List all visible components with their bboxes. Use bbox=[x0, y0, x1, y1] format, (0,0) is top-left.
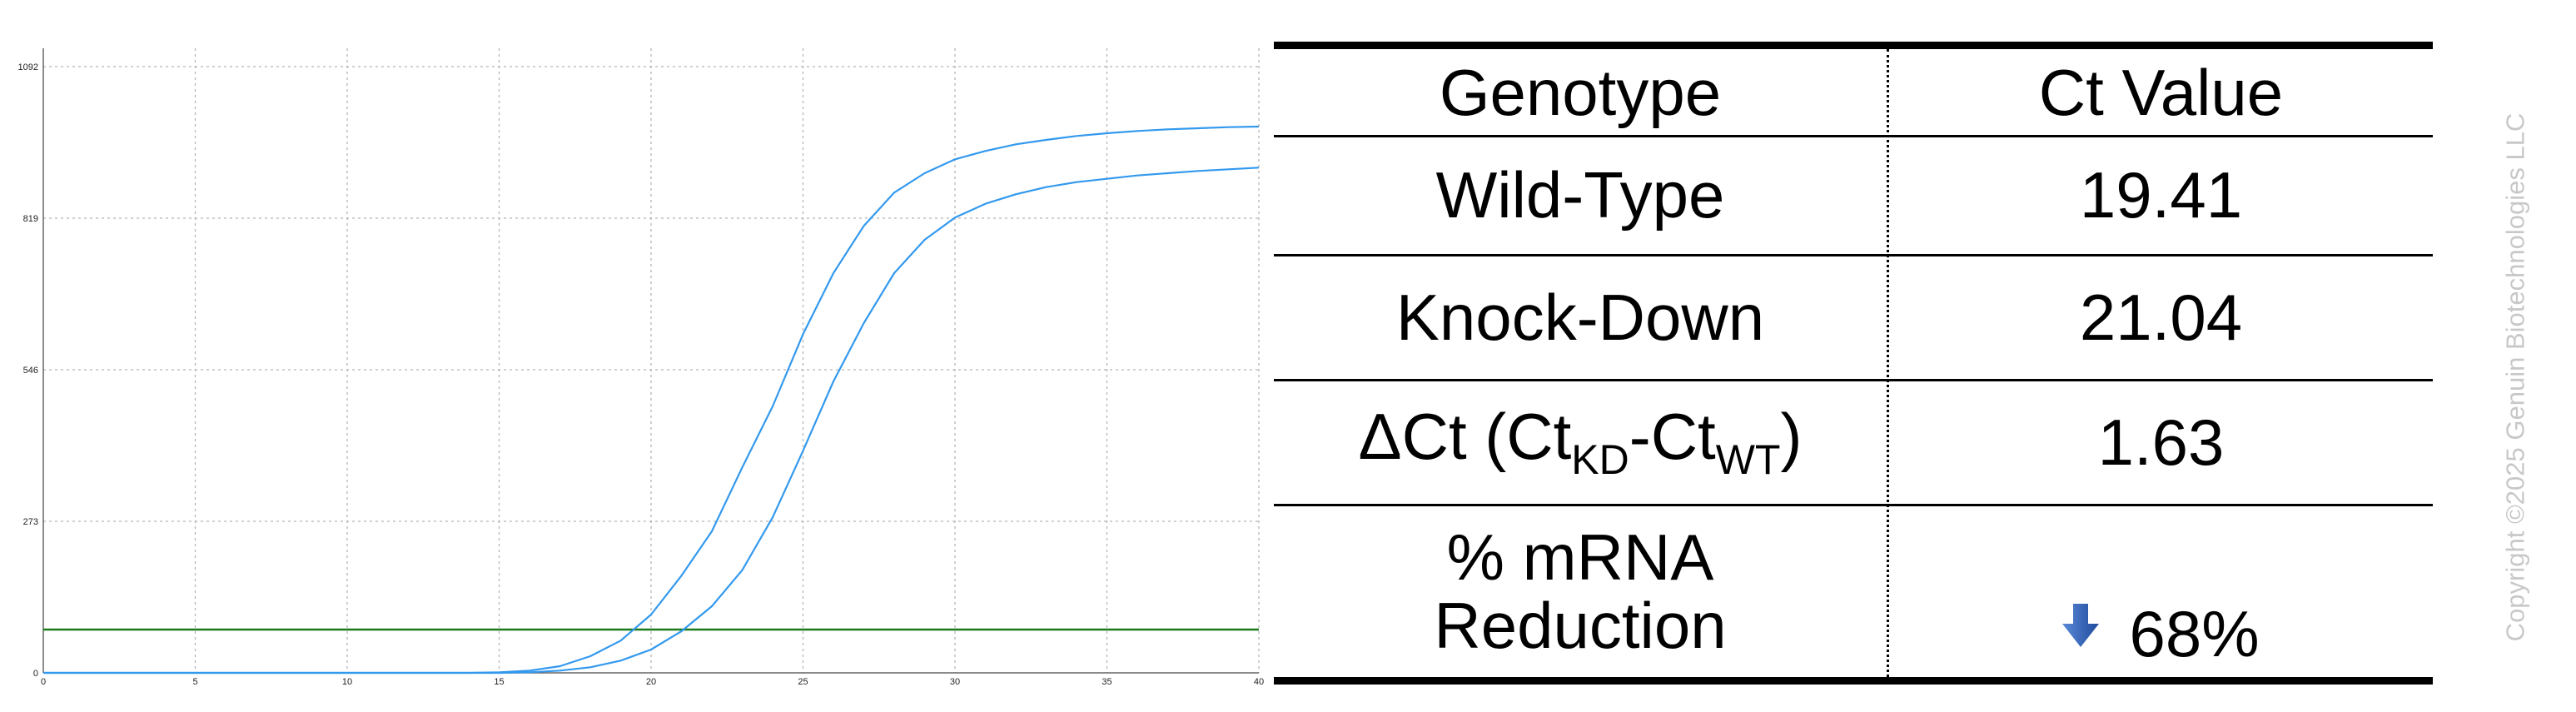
ct-value: 1.63 bbox=[2097, 405, 2225, 479]
y-tick-label: 1092 bbox=[18, 62, 38, 72]
ct-cell: 68% bbox=[1889, 591, 2433, 677]
ct-value-table: Genotype Ct Value Wild-Type 19.41 Knock-… bbox=[1274, 42, 2433, 685]
x-tick-label: 25 bbox=[798, 677, 808, 687]
genotype-cell: Wild-Type bbox=[1274, 137, 1887, 254]
x-tick-label: 35 bbox=[1102, 677, 1111, 687]
header-genotype-label: Genotype bbox=[1439, 56, 1722, 130]
mrna-reduction-cell: % mRNA Reduction bbox=[1274, 506, 1887, 677]
mrna-reduction-line1: % mRNA bbox=[1446, 520, 1714, 594]
delta-ct-sub-kd: KD bbox=[1571, 436, 1629, 484]
ct-value: 21.04 bbox=[2079, 280, 2243, 354]
ct-value: 19.41 bbox=[2079, 158, 2243, 232]
x-tick-label: 15 bbox=[494, 677, 504, 687]
ct-value: 68% bbox=[2129, 596, 2260, 670]
header-ct-value-label: Ct Value bbox=[2038, 56, 2284, 130]
x-tick-label: 10 bbox=[342, 677, 352, 687]
y-tick-labels: 0 273 546 819 1092 bbox=[18, 62, 38, 679]
delta-ct-main: ΔCt (Ct bbox=[1358, 400, 1572, 474]
arrow-down-icon bbox=[2062, 591, 2100, 660]
table-row-divider bbox=[1274, 504, 2433, 506]
ct-cell: 21.04 bbox=[1889, 256, 2433, 379]
x-tick-labels: 0 5 10 15 20 25 30 35 40 bbox=[41, 677, 1264, 687]
table-bottom-rule bbox=[1274, 677, 2433, 685]
ct-cell: 1.63 bbox=[1889, 381, 2433, 504]
delta-ct-end: ) bbox=[1780, 400, 1803, 474]
x-tick-label: 40 bbox=[1254, 677, 1264, 687]
x-tick-label: 20 bbox=[646, 677, 656, 687]
series-layer bbox=[43, 125, 1260, 675]
y-tick-label: 819 bbox=[23, 214, 38, 224]
header-genotype: Genotype bbox=[1274, 52, 1887, 135]
mrna-reduction-line2: Reduction bbox=[1434, 588, 1727, 662]
table-top-rule bbox=[1274, 42, 2433, 49]
ct-cell: 19.41 bbox=[1889, 137, 2433, 254]
x-tick-label: 5 bbox=[192, 677, 197, 687]
delta-ct-sub-wt: WT bbox=[1715, 436, 1781, 484]
table-column-divider bbox=[1887, 49, 1889, 677]
y-tick-label: 273 bbox=[23, 517, 38, 527]
copyright-watermark: Copyright ©2025 Genuin Biotechnologies L… bbox=[2494, 79, 2536, 675]
delta-ct-cell: ΔCt (CtKD-CtWT) bbox=[1274, 381, 1887, 504]
grid-lines bbox=[43, 48, 1260, 673]
y-tick-label: 546 bbox=[23, 366, 38, 376]
watermark-text: Copyright ©2025 Genuin Biotechnologies L… bbox=[2500, 112, 2530, 641]
genotype-label: Wild-Type bbox=[1435, 158, 1725, 232]
genotype-label: Knock-Down bbox=[1395, 280, 1765, 354]
y-tick-label: 0 bbox=[33, 669, 38, 679]
table-row-divider bbox=[1274, 254, 2433, 256]
qpcr-amplification-chart: 0 5 10 15 20 25 30 35 40 0 273 546 819 1092 bbox=[18, 48, 1264, 687]
header-ct-value: Ct Value bbox=[1889, 52, 2433, 135]
amplification-curve-2 bbox=[43, 167, 1260, 675]
delta-ct-mid: -Ct bbox=[1629, 400, 1716, 474]
x-tick-label: 0 bbox=[41, 677, 46, 687]
delta-ct-label: ΔCt (CtKD-CtWT) bbox=[1358, 400, 1803, 484]
x-tick-label: 30 bbox=[950, 677, 960, 687]
table-row-divider bbox=[1274, 135, 2433, 137]
genotype-cell: Knock-Down bbox=[1274, 256, 1887, 379]
table-row-divider bbox=[1274, 379, 2433, 381]
